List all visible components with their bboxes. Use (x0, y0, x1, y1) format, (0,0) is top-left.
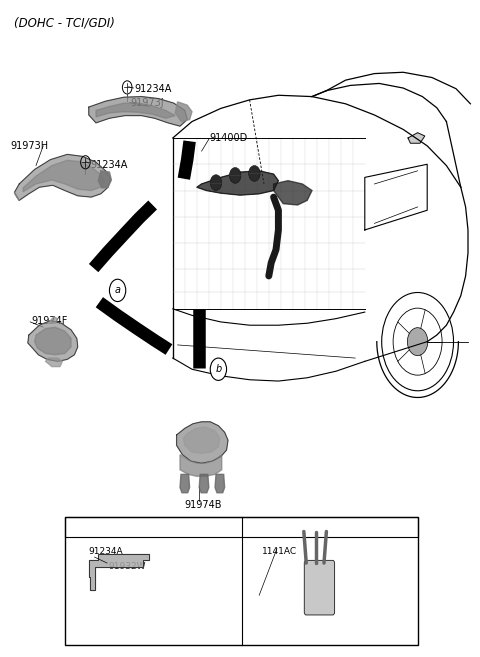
Polygon shape (180, 474, 190, 493)
Circle shape (70, 519, 81, 535)
Polygon shape (177, 422, 228, 463)
Text: a: a (115, 285, 120, 296)
Polygon shape (23, 160, 105, 192)
Bar (65, 517, 418, 645)
Text: 91973H: 91973H (11, 141, 48, 151)
Text: 91234A: 91234A (90, 160, 128, 170)
Circle shape (247, 519, 259, 535)
Text: 91234A: 91234A (89, 547, 123, 556)
Polygon shape (28, 321, 78, 361)
Polygon shape (215, 474, 225, 493)
Polygon shape (197, 171, 278, 195)
Text: 1141AC: 1141AC (262, 547, 297, 556)
Text: 91974B: 91974B (185, 499, 222, 510)
Polygon shape (89, 554, 149, 590)
Polygon shape (35, 327, 71, 355)
Polygon shape (14, 154, 110, 200)
Circle shape (109, 279, 126, 302)
Text: 91400D: 91400D (210, 133, 248, 143)
Text: 91973J: 91973J (131, 98, 164, 108)
Polygon shape (98, 171, 111, 188)
Text: 91932W: 91932W (108, 562, 145, 571)
Polygon shape (175, 102, 192, 122)
Text: a: a (73, 522, 78, 532)
Polygon shape (183, 427, 220, 453)
Polygon shape (199, 474, 209, 493)
Text: 91234A: 91234A (134, 83, 172, 94)
Circle shape (249, 166, 260, 181)
Polygon shape (180, 455, 222, 476)
Circle shape (210, 358, 227, 380)
Polygon shape (89, 97, 187, 126)
Text: b: b (215, 364, 222, 374)
Circle shape (210, 175, 222, 191)
Polygon shape (96, 103, 175, 118)
Bar (65, 517, 418, 537)
Text: 91974F: 91974F (31, 315, 68, 326)
Text: b: b (250, 522, 256, 532)
Circle shape (408, 328, 428, 355)
Polygon shape (408, 133, 425, 143)
Polygon shape (48, 317, 58, 323)
FancyBboxPatch shape (304, 560, 335, 615)
Text: (DOHC - TCI/GDI): (DOHC - TCI/GDI) (14, 16, 115, 30)
Polygon shape (46, 358, 62, 367)
Polygon shape (274, 181, 312, 205)
Circle shape (229, 168, 241, 183)
Polygon shape (14, 193, 19, 200)
